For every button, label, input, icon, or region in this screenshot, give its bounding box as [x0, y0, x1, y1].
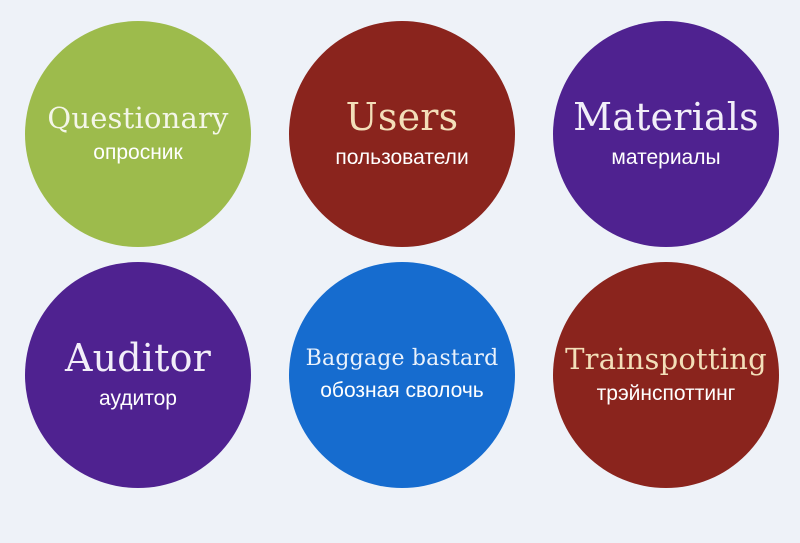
tile-baggage-bastard[interactable]: Baggage bastard обозная сволочь	[289, 262, 515, 488]
tile-title: Questionary	[47, 100, 229, 135]
tile-trainspotting[interactable]: Trainspotting трэйнспоттинг	[553, 262, 779, 488]
tile-title: Users	[345, 95, 459, 140]
tile-subtitle: трэйнспоттинг	[596, 382, 736, 406]
tile-users[interactable]: Users пользователи	[289, 21, 515, 247]
tile-questionary[interactable]: Questionary опросник	[25, 21, 251, 247]
tile-subtitle: материалы	[611, 145, 721, 169]
tile-subtitle: обозная сволочь	[320, 378, 484, 402]
tile-auditor[interactable]: Auditor аудитор	[25, 262, 251, 488]
tile-subtitle: опросник	[93, 141, 183, 165]
tile-materials[interactable]: Materials материалы	[553, 21, 779, 247]
tile-title: Materials	[573, 95, 759, 140]
tile-subtitle: аудитор	[99, 386, 177, 410]
tile-subtitle: пользователи	[335, 145, 469, 169]
tile-title: Baggage bastard	[305, 346, 499, 372]
tile-title: Auditor	[64, 336, 212, 381]
tile-title: Trainspotting	[565, 341, 767, 376]
